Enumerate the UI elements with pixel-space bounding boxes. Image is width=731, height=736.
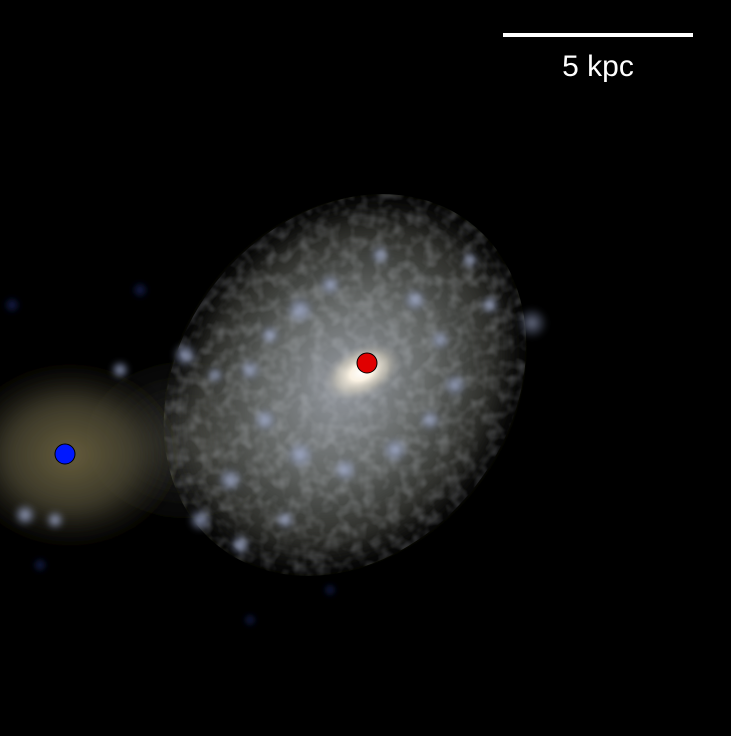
faint-blue-knots: [3, 281, 548, 627]
primary-galaxy-center-marker: [356, 352, 378, 374]
star-forming-clumps: [13, 245, 500, 556]
scale-bar-label: 5 kpc: [562, 50, 634, 83]
secondary-galaxy-center-marker: [54, 443, 76, 465]
satellite-galaxy: [0, 360, 185, 550]
